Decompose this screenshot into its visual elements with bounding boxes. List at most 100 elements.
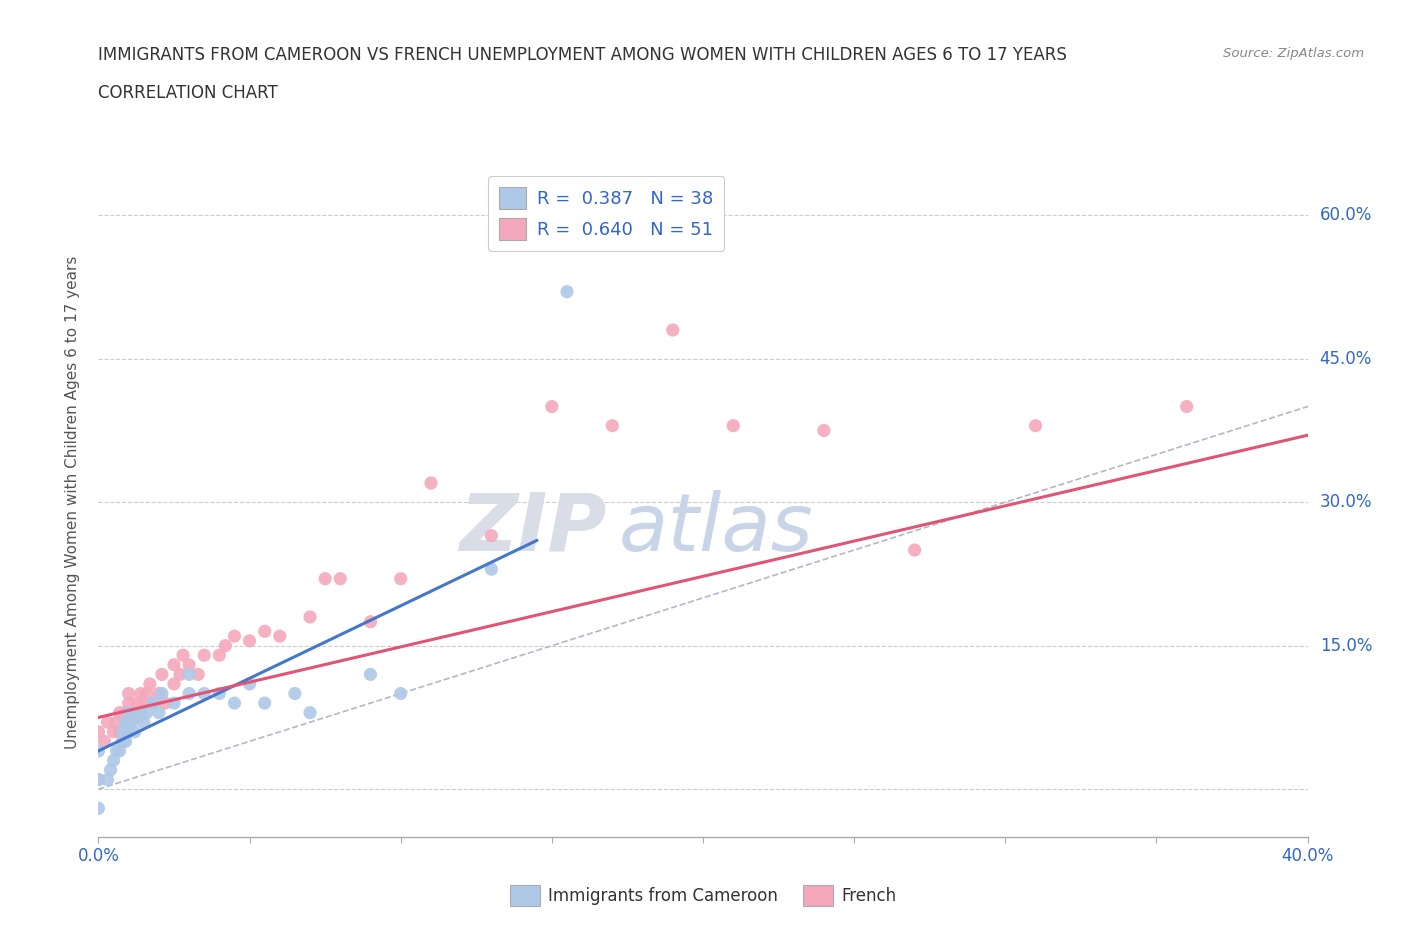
Legend: Immigrants from Cameroon, French: Immigrants from Cameroon, French	[503, 879, 903, 912]
Point	[129, 686, 152, 701]
Point	[555, 285, 578, 299]
Point	[360, 615, 382, 630]
Point	[172, 648, 194, 663]
Point	[103, 753, 125, 768]
Point	[132, 715, 155, 730]
Point	[127, 710, 149, 724]
Point	[114, 734, 136, 749]
Point	[269, 629, 291, 644]
Point	[118, 686, 141, 701]
Point	[1024, 418, 1046, 433]
Point	[150, 686, 173, 701]
Point	[105, 715, 128, 730]
Point	[121, 715, 143, 730]
Point	[360, 667, 382, 682]
Point	[96, 715, 118, 730]
Point	[721, 418, 744, 433]
Text: 45.0%: 45.0%	[1320, 350, 1372, 367]
Text: 15.0%: 15.0%	[1320, 637, 1372, 655]
Point	[169, 667, 191, 682]
Point	[481, 562, 503, 577]
Point	[111, 734, 134, 749]
Point	[329, 571, 352, 586]
Point	[163, 696, 186, 711]
Point	[124, 724, 146, 739]
Text: ZIP: ZIP	[458, 490, 606, 568]
Point	[150, 667, 173, 682]
Point	[284, 686, 307, 701]
Point	[87, 743, 110, 758]
Point	[208, 648, 231, 663]
Point	[142, 696, 165, 711]
Point	[87, 772, 110, 787]
Point	[142, 696, 165, 711]
Point	[419, 475, 441, 490]
Point	[187, 667, 209, 682]
Point	[139, 676, 162, 691]
Point	[163, 658, 186, 672]
Point	[108, 724, 131, 739]
Point	[661, 323, 683, 338]
Point	[813, 423, 835, 438]
Y-axis label: Unemployment Among Women with Children Ages 6 to 17 years: Unemployment Among Women with Children A…	[65, 256, 80, 749]
Text: 60.0%: 60.0%	[1320, 206, 1372, 224]
Point	[253, 624, 276, 639]
Point	[389, 571, 412, 586]
Point	[904, 542, 927, 557]
Legend: R =  0.387   N = 38, R =  0.640   N = 51: R = 0.387 N = 38, R = 0.640 N = 51	[488, 177, 724, 251]
Point	[602, 418, 624, 433]
Point	[153, 696, 176, 711]
Text: atlas: atlas	[619, 490, 813, 568]
Point	[214, 638, 236, 653]
Point	[111, 724, 134, 739]
Text: CORRELATION CHART: CORRELATION CHART	[98, 84, 278, 101]
Point	[481, 528, 503, 543]
Point	[253, 696, 276, 711]
Point	[96, 772, 118, 787]
Point	[208, 686, 231, 701]
Point	[389, 686, 412, 701]
Point	[129, 705, 152, 720]
Point	[299, 705, 322, 720]
Point	[127, 696, 149, 711]
Point	[118, 724, 141, 739]
Point	[193, 686, 215, 701]
Point	[177, 686, 201, 701]
Point	[148, 705, 170, 720]
Point	[177, 667, 201, 682]
Point	[108, 743, 131, 758]
Point	[111, 734, 134, 749]
Point	[105, 743, 128, 758]
Point	[100, 763, 122, 777]
Point	[87, 724, 110, 739]
Point	[103, 724, 125, 739]
Point	[114, 715, 136, 730]
Point	[87, 772, 110, 787]
Point	[177, 658, 201, 672]
Point	[1175, 399, 1198, 414]
Point	[148, 686, 170, 701]
Point	[108, 705, 131, 720]
Point	[135, 686, 157, 701]
Point	[124, 705, 146, 720]
Point	[135, 705, 157, 720]
Point	[224, 696, 246, 711]
Point	[299, 609, 322, 624]
Point	[540, 399, 562, 414]
Text: IMMIGRANTS FROM CAMEROON VS FRENCH UNEMPLOYMENT AMONG WOMEN WITH CHILDREN AGES 6: IMMIGRANTS FROM CAMEROON VS FRENCH UNEMP…	[98, 46, 1067, 64]
Point	[163, 676, 186, 691]
Point	[87, 801, 110, 816]
Point	[93, 734, 115, 749]
Point	[193, 648, 215, 663]
Point	[114, 705, 136, 720]
Point	[239, 633, 262, 648]
Text: Source: ZipAtlas.com: Source: ZipAtlas.com	[1223, 46, 1364, 60]
Point	[118, 696, 141, 711]
Text: 30.0%: 30.0%	[1320, 493, 1372, 512]
Point	[118, 715, 141, 730]
Point	[132, 696, 155, 711]
Point	[239, 676, 262, 691]
Point	[314, 571, 336, 586]
Point	[224, 629, 246, 644]
Point	[118, 715, 141, 730]
